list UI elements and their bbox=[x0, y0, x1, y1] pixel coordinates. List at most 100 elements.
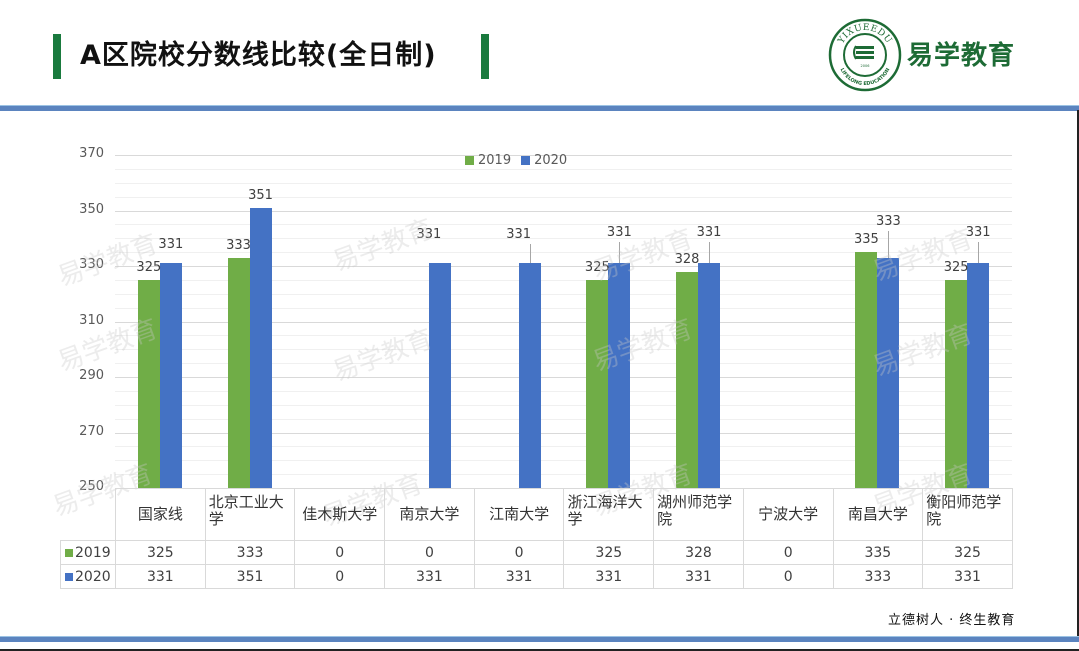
gridline-minor bbox=[115, 390, 1012, 392]
gridline-minor bbox=[115, 446, 1012, 448]
data-label-2020: 331 bbox=[506, 227, 532, 243]
bar-2019 bbox=[855, 252, 878, 488]
yixueedu-logo-icon: YIXUEEDU LIFELONG EDUCATION 2006 bbox=[828, 18, 902, 92]
table-header-cell: 浙江海洋大学 bbox=[563, 488, 655, 541]
series-swatch-icon bbox=[65, 548, 73, 557]
y-axis-tick-label: 350 bbox=[79, 201, 104, 217]
bar-2020 bbox=[967, 263, 990, 488]
table-cell: 0 bbox=[294, 564, 386, 589]
y-axis-tick-label: 370 bbox=[79, 146, 104, 161]
table-header-cell: 衡阳师范学院 bbox=[922, 488, 1013, 541]
gridline-major bbox=[115, 155, 1012, 156]
table-cell: 325 bbox=[115, 540, 206, 565]
table-cell: 333 bbox=[204, 540, 296, 565]
data-label-2019: 325 bbox=[943, 259, 969, 275]
footer-divider bbox=[0, 636, 1079, 642]
gridline-minor bbox=[115, 293, 1012, 295]
gridline-minor bbox=[115, 349, 1012, 351]
gridline-minor bbox=[115, 418, 1012, 420]
gridline-minor bbox=[115, 474, 1012, 476]
gridline-major bbox=[115, 377, 1012, 378]
gridline-minor bbox=[115, 182, 1012, 184]
series-label-2019: 2019 bbox=[60, 540, 116, 565]
data-label-leader-line bbox=[709, 242, 711, 264]
y-axis-tick-label: 250 bbox=[79, 479, 104, 494]
data-label-2020: 331 bbox=[606, 225, 632, 241]
data-label-2019: 333 bbox=[226, 237, 251, 253]
data-label-2019: 325 bbox=[584, 259, 610, 275]
table-row-2019: 2019 325 333 0 0 0 325 328 0 335 325 bbox=[60, 540, 1013, 565]
data-label-2020: 331 bbox=[158, 237, 184, 253]
table-header-cell: 江南大学 bbox=[473, 488, 565, 541]
legend-item-2019: 2019 bbox=[465, 153, 511, 168]
data-label-leader-line bbox=[529, 244, 531, 264]
legend-label-2019: 2019 bbox=[478, 153, 512, 168]
table-cell: 331 bbox=[473, 564, 565, 589]
table-cell: 0 bbox=[473, 540, 565, 565]
table-cell: 331 bbox=[563, 564, 655, 589]
table-cell: 325 bbox=[922, 540, 1013, 565]
y-axis-tick-label: 270 bbox=[79, 423, 104, 439]
data-label-leader-line bbox=[888, 231, 890, 258]
table-cell: 333 bbox=[832, 564, 924, 589]
table-cell: 331 bbox=[115, 564, 206, 589]
table-cell: 0 bbox=[384, 540, 475, 565]
data-label-2020: 331 bbox=[416, 227, 442, 243]
table-cell: 335 bbox=[832, 540, 924, 565]
data-label-2020: 331 bbox=[696, 225, 722, 241]
chart-legend: 2019 2020 bbox=[465, 153, 573, 168]
table-cell: 331 bbox=[384, 564, 475, 589]
brand-name: 易学教育 bbox=[907, 41, 1016, 71]
legend-swatch-2019 bbox=[465, 156, 474, 165]
bar-2020 bbox=[608, 263, 631, 488]
bar-2020 bbox=[698, 263, 721, 488]
bar-2020 bbox=[249, 207, 272, 488]
chart-data-table: 国家线 北京工业大学 佳木斯大学 南京大学 江南大学 浙江海洋大学 湖州师范学院… bbox=[60, 488, 1013, 589]
bar-2020 bbox=[518, 263, 541, 488]
gridline-major bbox=[115, 210, 1012, 212]
bar-2020 bbox=[877, 257, 900, 488]
title-accent-left bbox=[53, 34, 61, 79]
gridline-minor bbox=[115, 252, 1012, 254]
table-cell: 0 bbox=[742, 564, 834, 589]
series-swatch-icon bbox=[65, 572, 73, 581]
y-axis-tick-label: 310 bbox=[79, 312, 104, 328]
header-divider bbox=[0, 105, 1079, 111]
y-axis-tick-label: 330 bbox=[79, 257, 104, 272]
gridline-major bbox=[115, 321, 1012, 323]
gridline-major bbox=[115, 266, 1012, 267]
table-corner bbox=[61, 489, 116, 541]
data-label-2019: 335 bbox=[854, 232, 879, 248]
table-header-cell: 南京大学 bbox=[384, 488, 475, 541]
footer-slogan: 立德树人 · 终生教育 bbox=[888, 613, 1016, 628]
data-label-2019: 325 bbox=[136, 259, 162, 275]
series-name: 2019 bbox=[75, 544, 111, 561]
table-header-cell: 宁波大学 bbox=[742, 488, 834, 541]
bar-2019 bbox=[586, 279, 609, 488]
legend-swatch-2020 bbox=[521, 156, 531, 165]
data-label-2019: 328 bbox=[674, 251, 700, 267]
legend-item-2020: 2020 bbox=[521, 153, 567, 168]
table-header-cell: 国家线 bbox=[115, 488, 206, 541]
gridline-minor bbox=[115, 363, 1012, 365]
data-label-leader-line bbox=[978, 242, 980, 264]
table-cell: 328 bbox=[653, 540, 744, 565]
table-header-row: 国家线 北京工业大学 佳木斯大学 南京大学 江南大学 浙江海洋大学 湖州师范学院… bbox=[61, 488, 1013, 541]
bar-2019 bbox=[137, 279, 160, 488]
table-header-cell: 湖州师范学院 bbox=[653, 488, 744, 541]
watermark: 易学教育 bbox=[328, 213, 437, 278]
bar-2020 bbox=[428, 263, 451, 488]
table-cell: 351 bbox=[204, 564, 296, 589]
data-label-2020: 331 bbox=[965, 225, 991, 241]
gridline-minor bbox=[115, 168, 1012, 170]
table-row-2020: 2020 331 351 0 331 331 331 331 0 333 331 bbox=[60, 564, 1013, 589]
bar-2019 bbox=[676, 271, 699, 488]
page-title: A区院校分数线比较(全日制) bbox=[80, 40, 437, 71]
svg-text:2006: 2006 bbox=[861, 64, 870, 68]
table-cell: 331 bbox=[653, 564, 744, 589]
table-header-cell: 佳木斯大学 bbox=[294, 488, 386, 541]
gridline-minor bbox=[115, 460, 1012, 462]
table-cell: 331 bbox=[922, 564, 1013, 589]
series-label-2020: 2020 bbox=[60, 564, 116, 589]
